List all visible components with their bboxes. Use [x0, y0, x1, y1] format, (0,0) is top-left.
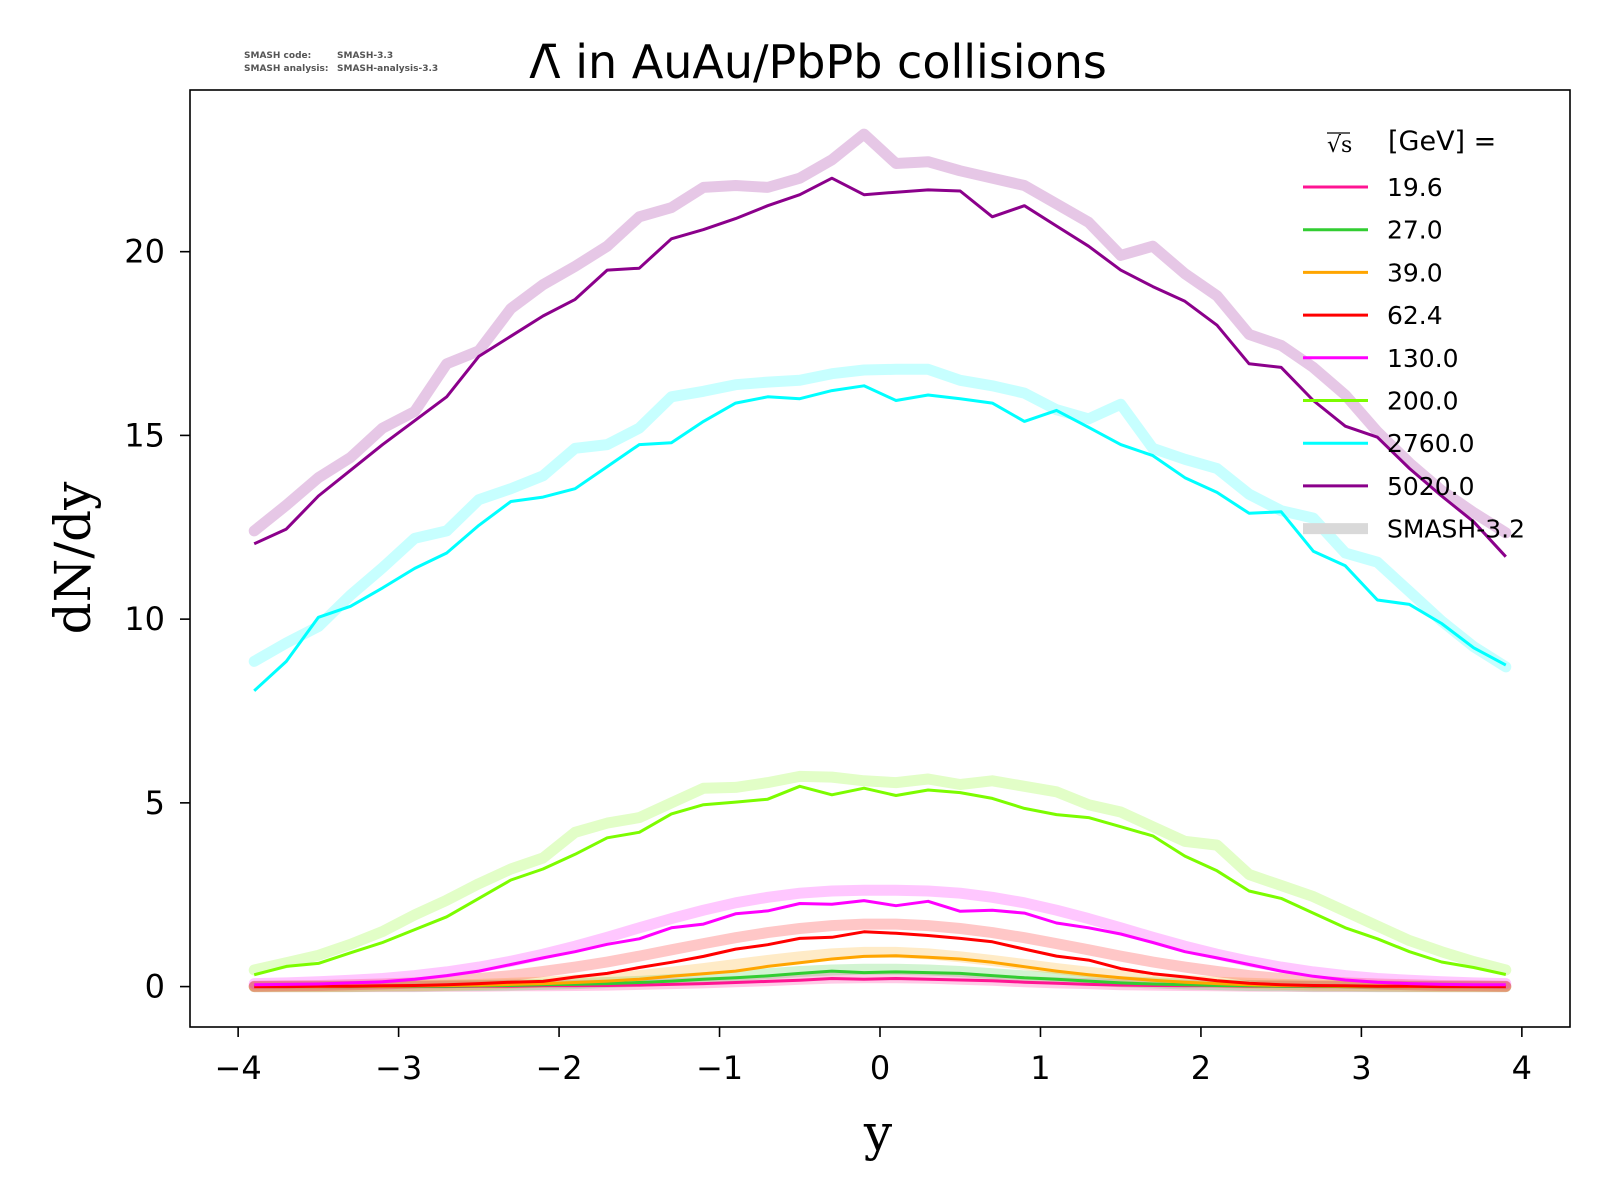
legend-label: 62.4: [1387, 301, 1443, 330]
smash-analysis-label: SMASH analysis:: [244, 64, 328, 74]
y-axis-ticks: 0 5 10 15 20: [124, 233, 190, 1006]
legend-items: 19.6 27.0 39.0 62.4 130.0 200.0 2760.0 5020.0 SM…: [1303, 173, 1525, 544]
legend-label: 130.0: [1387, 344, 1459, 373]
smash-code-value: SMASH-3.3: [337, 51, 393, 61]
x-tick-label: −1: [696, 1049, 743, 1087]
x-tick-label: −3: [375, 1049, 422, 1087]
legend-label: 19.6: [1387, 173, 1443, 202]
y-axis-label: dN/dy: [44, 481, 102, 635]
x-axis-ticks: −4 −3 −2 −1 0 1 2 3 4: [215, 1027, 1532, 1087]
reference-line-4: [248, 884, 1512, 990]
legend-label: 5020.0: [1387, 472, 1474, 501]
y-tick-label: 15: [124, 416, 165, 454]
legend-title-text: [GeV] =: [1388, 126, 1496, 157]
series-line-5: [253, 784, 1507, 977]
x-tick-label: −4: [215, 1049, 262, 1087]
series-line-7: [253, 176, 1507, 558]
x-tick-label: −2: [535, 1049, 582, 1087]
legend-label: 200.0: [1387, 387, 1459, 416]
reference-line-6: [248, 363, 1512, 673]
legend-label: 2760.0: [1387, 429, 1474, 458]
smash-analysis-value: SMASH-analysis-3.3: [337, 64, 438, 74]
reference-line-7: [248, 128, 1512, 539]
y-tick-label: 20: [124, 233, 165, 271]
y-tick-label: 5: [145, 784, 165, 822]
x-axis-label: y: [863, 1104, 893, 1162]
chart-title: Λ̄ in AuAu/PbPb collisions: [529, 35, 1107, 89]
series-line-4: [254, 899, 1506, 987]
legend-label-reference: SMASH-3.2: [1387, 515, 1525, 544]
legend: √s [GeV] = 19.6 27.0 39.0 62.4 130.0 200.0 276…: [1303, 126, 1525, 544]
legend-label: 39.0: [1387, 258, 1443, 287]
reference-line-5: [248, 770, 1512, 976]
x-tick-label: 2: [1191, 1049, 1211, 1087]
y-tick-label: 10: [124, 600, 165, 638]
reference-line-3: [248, 918, 1512, 992]
smash-code-label: SMASH code:: [244, 51, 311, 61]
x-tick-label: 4: [1512, 1049, 1532, 1087]
legend-label: 27.0: [1387, 216, 1443, 245]
x-tick-label: 1: [1030, 1049, 1050, 1087]
legend-title-symbol: √s: [1327, 133, 1352, 158]
x-tick-label: 0: [870, 1049, 890, 1087]
reference-series-group: [248, 128, 1512, 993]
series-group: [253, 176, 1507, 989]
series-line-6: [253, 384, 1507, 692]
y-tick-label: 0: [145, 968, 165, 1006]
x-tick-label: 3: [1351, 1049, 1371, 1087]
series-line-3: [254, 930, 1506, 989]
